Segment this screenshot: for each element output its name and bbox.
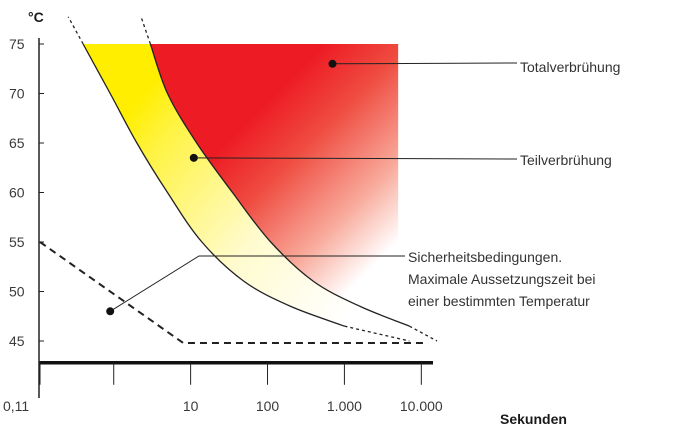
y-tick-label: 70: [9, 86, 25, 102]
curve-left-boundary-tail: [344, 325, 410, 342]
annotation-text: einer bestimmten Temperatur: [408, 293, 590, 309]
curve-layer: [39, 16, 438, 365]
curve-left-boundary-head: [67, 16, 84, 45]
y-tick-label: 60: [9, 185, 25, 201]
y-tick-label: 75: [9, 36, 25, 52]
x-tick-label: 10: [183, 398, 199, 414]
x-tick-label: 1.000: [327, 398, 362, 414]
annotation-leader-line: [332, 62, 518, 65]
y-tick-label: 45: [9, 333, 25, 349]
x-tick-label: 10.000: [400, 398, 443, 414]
annotation-marker-dot: [328, 59, 337, 68]
curve-right-boundary-head: [140, 16, 152, 45]
y-tick-label: 65: [9, 135, 25, 151]
annotation-marker-dot: [189, 153, 198, 162]
x-tick-label: 0,11: [3, 398, 29, 414]
area-teilverbruehung: [83, 44, 437, 341]
x-axis-label: Sekunden: [500, 411, 567, 427]
annotation-leader-line: [193, 157, 518, 160]
curve-left-boundary: [82, 43, 345, 327]
axis-tick-layer: 45 50 55 60 65 70 75 0,11 10 100 1.000 10.000: [3, 36, 443, 414]
annotation-marker-dot: [106, 307, 115, 316]
annotation-text: Maximale Aussetzungszeit bei: [408, 271, 596, 287]
area-layer: [83, 44, 437, 341]
curve-right-boundary-tail: [409, 325, 438, 342]
curve-right-boundary: [149, 43, 410, 327]
annotation-text: Totalverbrühung: [520, 59, 620, 75]
y-tick-label: 55: [9, 234, 25, 250]
safety-dashed-line: [39, 241, 428, 344]
x-tick-label: 100: [256, 398, 280, 414]
annotation-text: Teilverbrühung: [520, 152, 612, 168]
y-axis-label: °C: [28, 9, 44, 25]
annotation-text: Sicherheitsbedingungen.: [408, 249, 562, 265]
annotation-leader-line: [109, 255, 405, 312]
y-tick-label: 50: [9, 284, 25, 300]
area-totalverbruehung: [150, 44, 399, 322]
annotation-layer: Totalverbrühung Teilverbrühung Sicherheits…: [106, 59, 620, 316]
